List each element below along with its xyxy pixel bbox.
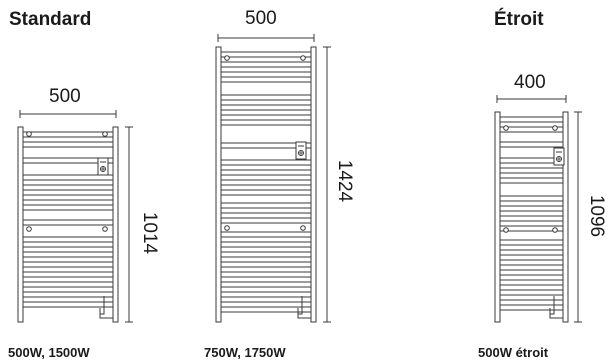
left-tube: [215, 46, 222, 323]
right-tube: [562, 111, 569, 323]
standard-title: Standard: [9, 9, 92, 30]
bracket-icon: [224, 55, 230, 61]
left-tube: [17, 126, 24, 323]
bracket-icon: [26, 131, 32, 137]
right-tube: [112, 126, 119, 323]
bracket-icon: [224, 225, 230, 231]
bracket-icon: [552, 227, 558, 233]
bracket-icon: [102, 131, 108, 137]
right-tube: [310, 46, 317, 323]
bracket-icon: [503, 227, 509, 233]
standard-radiator: [17, 110, 133, 323]
bracket-icon: [552, 125, 558, 131]
bracket-icon: [503, 125, 509, 131]
bracket-icon: [300, 225, 306, 231]
narrow-width-label: 400: [514, 72, 546, 93]
standard-width-label: 500: [49, 86, 81, 107]
tall-radiator: [215, 34, 331, 323]
cable-icon: [549, 296, 563, 319]
bracket-icon: [300, 55, 306, 61]
bracket-icon: [26, 226, 32, 232]
tall-width-label: 500: [245, 8, 277, 29]
narrow-radiator: [494, 95, 582, 323]
bracket-icon: [102, 226, 108, 232]
tall-caption: 750W, 1750W: [204, 345, 286, 360]
narrow-caption: 500W étroit: [478, 345, 549, 360]
narrow-title: Étroit: [494, 9, 544, 30]
left-tube: [494, 111, 501, 323]
standard-caption: 500W, 1500W: [8, 345, 90, 360]
